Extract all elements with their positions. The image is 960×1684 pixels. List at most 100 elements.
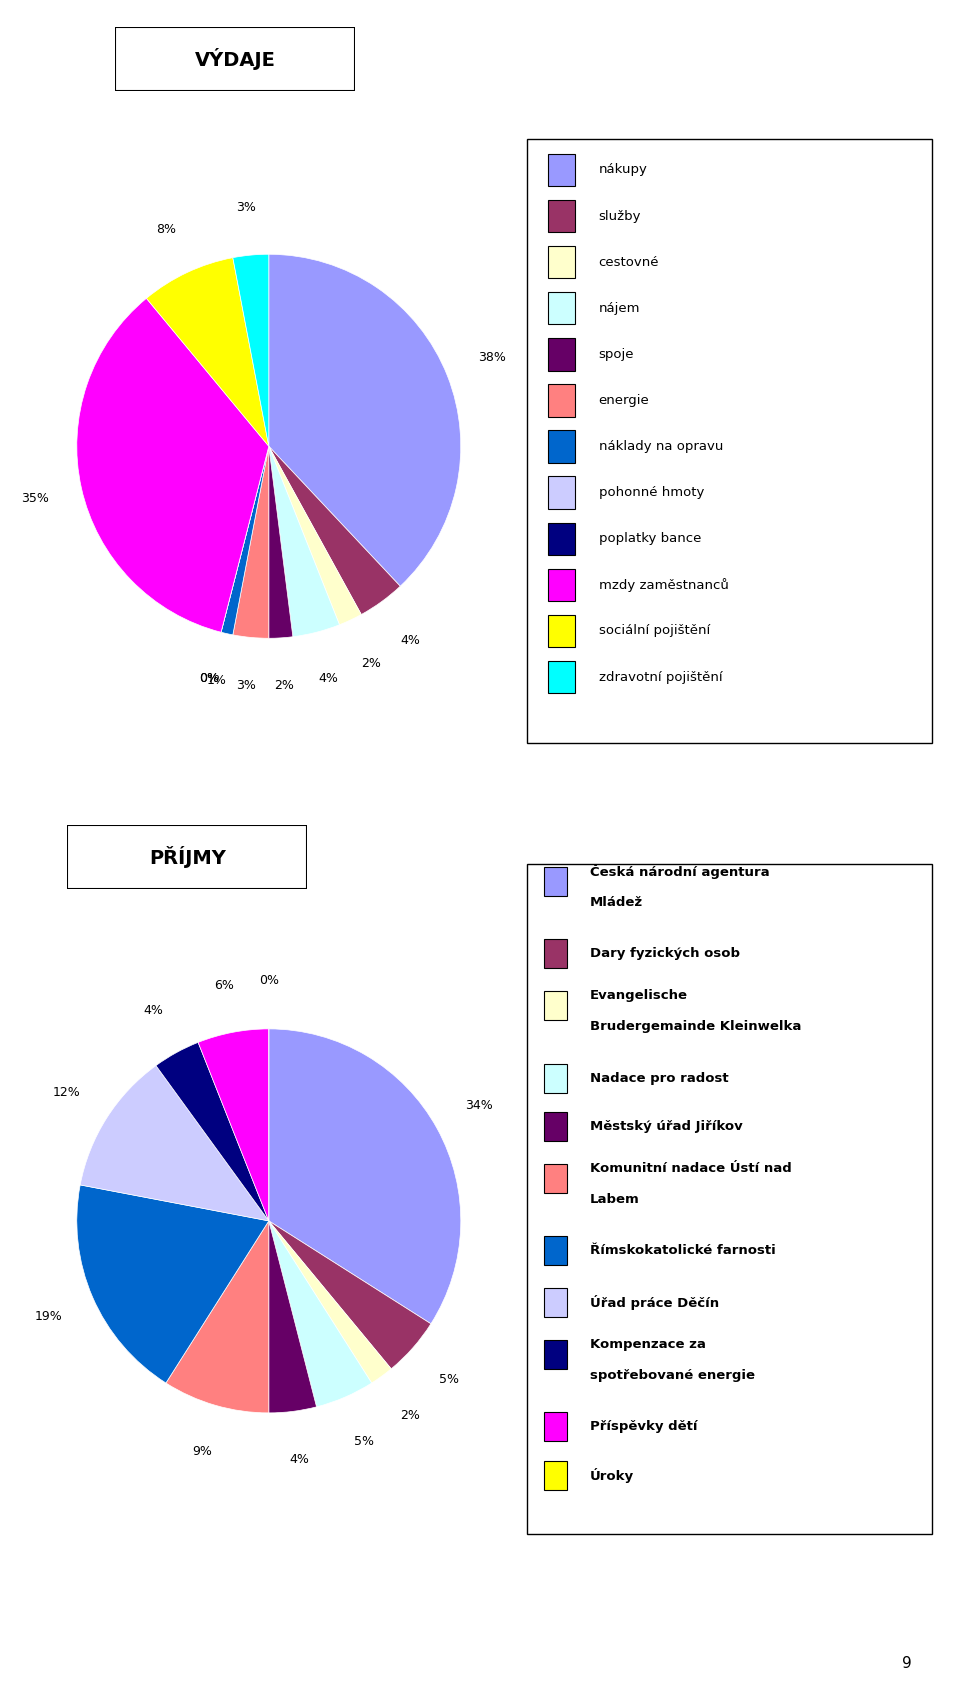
FancyBboxPatch shape [115,27,355,91]
Text: 35%: 35% [21,492,49,505]
FancyBboxPatch shape [543,867,567,896]
FancyBboxPatch shape [543,940,567,968]
Text: 0%: 0% [199,672,219,685]
Wedge shape [269,446,361,625]
Wedge shape [221,446,269,632]
Text: mzdy zaměstnanců: mzdy zaměstnanců [599,578,729,591]
Text: Evangelische: Evangelische [590,989,688,1002]
FancyBboxPatch shape [543,992,567,1021]
Wedge shape [269,446,400,615]
Text: Mládež: Mládež [590,896,643,909]
Wedge shape [198,1029,269,1221]
Text: sociální pojištění: sociální pojištění [599,625,709,638]
Text: VÝDAJE: VÝDAJE [195,47,276,71]
Text: 9%: 9% [192,1445,212,1458]
Text: 34%: 34% [466,1098,493,1111]
Wedge shape [77,298,269,632]
Wedge shape [166,1221,269,1413]
FancyBboxPatch shape [548,522,575,556]
FancyBboxPatch shape [548,615,575,647]
Text: poplatky bance: poplatky bance [599,532,701,546]
Text: 4%: 4% [289,1453,309,1465]
FancyBboxPatch shape [543,1164,567,1192]
Text: spoje: spoje [599,349,635,360]
Text: 38%: 38% [478,352,506,364]
Text: Příspěvky dětí: Příspěvky dětí [590,1420,698,1433]
Text: Nadace pro radost: Nadace pro radost [590,1071,729,1084]
Text: 2%: 2% [400,1408,420,1421]
FancyBboxPatch shape [548,477,575,509]
Text: nájem: nájem [599,301,640,315]
Text: Dary fyzických osob: Dary fyzických osob [590,948,740,960]
FancyBboxPatch shape [543,1413,567,1442]
Text: 2%: 2% [274,679,294,692]
FancyBboxPatch shape [527,138,932,743]
Text: 5%: 5% [354,1435,374,1448]
FancyBboxPatch shape [548,153,575,187]
Text: 2%: 2% [361,657,381,670]
Text: zdravotní pojištění: zdravotní pojištění [599,670,722,684]
Text: 1%: 1% [206,674,227,687]
FancyBboxPatch shape [548,660,575,694]
FancyBboxPatch shape [548,384,575,416]
FancyBboxPatch shape [548,338,575,370]
Text: Česká národní agentura: Česká národní agentura [590,864,770,879]
Text: 8%: 8% [156,222,177,236]
FancyBboxPatch shape [548,431,575,463]
Text: PŘÍJMY: PŘÍJMY [149,845,226,869]
Text: Úřad práce Děčín: Úřad práce Děčín [590,1295,719,1310]
Text: 12%: 12% [52,1086,80,1098]
Text: 5%: 5% [439,1372,459,1386]
Text: Labem: Labem [590,1192,640,1206]
FancyBboxPatch shape [548,291,575,325]
Text: 9: 9 [902,1655,912,1671]
Wedge shape [269,446,340,637]
Wedge shape [233,446,269,638]
Text: náklady na opravu: náklady na opravu [599,440,723,453]
Text: Římskokatolické farnosti: Římskokatolické farnosti [590,1244,776,1258]
Wedge shape [269,1029,461,1324]
Wedge shape [269,1221,317,1413]
Text: pohonné hmoty: pohonné hmoty [599,487,704,498]
FancyBboxPatch shape [543,1236,567,1265]
Text: 4%: 4% [400,633,420,647]
FancyBboxPatch shape [548,246,575,278]
Text: služby: služby [599,209,641,222]
Wedge shape [269,1221,372,1406]
FancyBboxPatch shape [548,569,575,601]
Text: spotřebované energie: spotřebované energie [590,1369,756,1381]
Text: nákupy: nákupy [599,163,648,177]
Text: Brudergemainde Kleinwelka: Brudergemainde Kleinwelka [590,1021,802,1032]
FancyBboxPatch shape [543,1288,567,1317]
Text: 0%: 0% [259,975,278,987]
Text: Kompenzace za: Kompenzace za [590,1337,707,1351]
Text: 4%: 4% [143,1004,163,1017]
Wedge shape [269,446,293,638]
Wedge shape [269,254,461,586]
Wedge shape [269,1221,391,1383]
Text: Úroky: Úroky [590,1468,635,1484]
FancyBboxPatch shape [67,825,307,889]
FancyBboxPatch shape [543,1064,567,1093]
Wedge shape [269,1221,431,1369]
Text: 4%: 4% [319,672,339,685]
Text: 3%: 3% [236,679,256,692]
Text: 19%: 19% [35,1310,62,1322]
Text: 3%: 3% [236,200,256,214]
Wedge shape [221,446,269,635]
Text: 0%: 0% [199,672,219,685]
Text: cestovné: cestovné [599,256,660,269]
Wedge shape [233,254,269,446]
FancyBboxPatch shape [543,1111,567,1142]
FancyBboxPatch shape [548,200,575,232]
Wedge shape [81,1066,269,1221]
Text: Městský úřad Jiříkov: Městský úřad Jiříkov [590,1120,743,1133]
Text: energie: energie [599,394,649,408]
Wedge shape [147,258,269,446]
Wedge shape [221,446,269,632]
Wedge shape [156,1042,269,1221]
FancyBboxPatch shape [543,1460,567,1490]
FancyBboxPatch shape [543,1340,567,1369]
Text: 6%: 6% [214,978,234,992]
Wedge shape [77,1186,269,1383]
